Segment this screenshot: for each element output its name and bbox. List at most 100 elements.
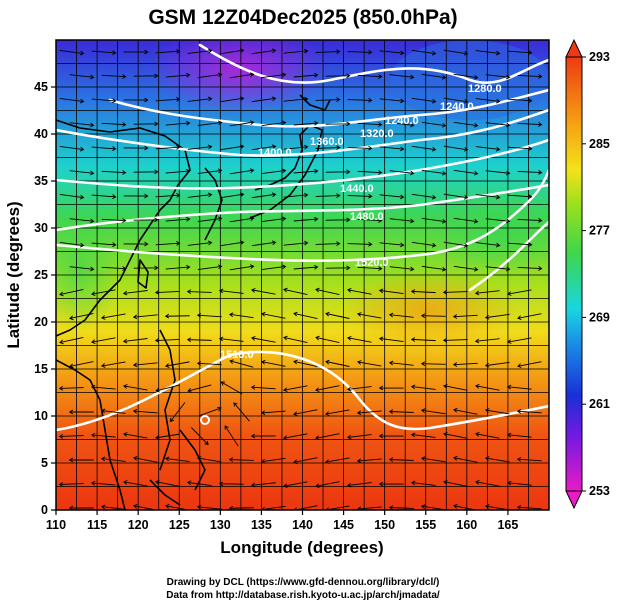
wind-arrow bbox=[154, 433, 180, 440]
wind-arrow bbox=[347, 287, 372, 295]
wind-arrow bbox=[484, 456, 510, 463]
contour-label: 1240.0 bbox=[385, 115, 419, 127]
wind-arrow bbox=[517, 122, 543, 127]
x-axis-label: Longitude (degrees) bbox=[220, 538, 383, 557]
wind-arrow bbox=[186, 289, 212, 295]
wind-arrow bbox=[229, 359, 254, 368]
wind-arrow bbox=[251, 144, 277, 151]
wind-arrow bbox=[411, 193, 437, 200]
wind-arrow bbox=[59, 242, 85, 248]
x-tick-label: 145 bbox=[333, 518, 354, 532]
wind-arrow bbox=[410, 432, 436, 438]
wind-arrow bbox=[91, 98, 117, 104]
wind-arrow bbox=[453, 73, 479, 80]
wind-arrow bbox=[453, 121, 479, 128]
wind-arrow bbox=[91, 194, 117, 200]
wind-arrow bbox=[165, 216, 191, 222]
wind-arrow bbox=[132, 314, 158, 320]
wind-arrow bbox=[379, 98, 405, 104]
wind-arrow bbox=[218, 336, 244, 342]
wind-arrow bbox=[378, 336, 404, 342]
wind-arrow bbox=[517, 218, 543, 223]
wind-arrow bbox=[506, 384, 532, 390]
wind-arrow bbox=[507, 98, 533, 104]
wind-arrow bbox=[251, 48, 277, 55]
wind-arrow bbox=[283, 385, 308, 392]
wind-arrow bbox=[475, 194, 501, 200]
wind-arrow bbox=[196, 504, 222, 510]
wind-arrow bbox=[410, 480, 436, 486]
wind-arrow bbox=[197, 216, 223, 223]
wind-arrow bbox=[517, 266, 543, 271]
wind-arrow bbox=[453, 169, 479, 176]
warm-region-central bbox=[340, 270, 520, 350]
wind-arrow bbox=[101, 74, 127, 79]
wind-arrow bbox=[474, 338, 500, 344]
wind-arrow bbox=[59, 194, 85, 200]
wind-arrow bbox=[443, 241, 469, 248]
wind-arrow bbox=[347, 193, 373, 199]
wind-arrow bbox=[475, 242, 501, 248]
wind-arrow bbox=[443, 145, 469, 152]
wind-arrow bbox=[101, 122, 127, 127]
wind-arrow bbox=[443, 479, 468, 487]
wind-arrow bbox=[251, 96, 277, 103]
wind-arrow bbox=[283, 433, 308, 440]
x-tick-label: 120 bbox=[128, 518, 149, 532]
wind-arrow bbox=[190, 427, 209, 446]
wind-arrow bbox=[315, 385, 340, 393]
wind-arrow bbox=[356, 458, 382, 464]
colorbar: 293 285 277 269 261 253 bbox=[565, 38, 610, 510]
wind-arrow bbox=[410, 289, 436, 294]
x-tick-label: 110 bbox=[46, 518, 66, 532]
wind-arrow bbox=[58, 433, 84, 439]
cold-core-north bbox=[150, 40, 330, 115]
wind-arrow bbox=[378, 433, 404, 439]
wind-arrow bbox=[507, 194, 533, 200]
wind-arrow bbox=[507, 289, 532, 296]
wind-arrow bbox=[155, 384, 180, 393]
wind-arrow bbox=[91, 146, 117, 152]
wind-arrow bbox=[475, 384, 500, 391]
wind-arrow bbox=[421, 217, 447, 224]
wind-arrow bbox=[283, 144, 309, 150]
wind-arrow bbox=[379, 50, 405, 56]
wind-arrow bbox=[453, 407, 478, 415]
wind-arrow bbox=[133, 73, 159, 79]
y-tick-label: 35 bbox=[34, 174, 48, 188]
wind-arrow bbox=[260, 410, 286, 416]
wind-arrow bbox=[346, 482, 372, 488]
wind-arrow bbox=[133, 169, 159, 175]
wind-arrow bbox=[453, 455, 478, 463]
wind-arrow bbox=[420, 408, 446, 415]
colorbar-ramp bbox=[565, 56, 583, 492]
wind-arrow bbox=[198, 406, 222, 417]
wind-arrow bbox=[219, 240, 245, 247]
wind-arrow bbox=[251, 240, 277, 247]
map-plot-area: 1280.0 1240.0 1240.0 1320.0 1360.0 1400.… bbox=[56, 40, 549, 510]
colorbar-tick-label: 253 bbox=[589, 484, 610, 498]
wind-arrow bbox=[357, 170, 383, 175]
credit-drawing: Drawing by DCL (https://www.gfd-dennou.o… bbox=[167, 577, 440, 588]
wind-arrow bbox=[507, 242, 533, 248]
wind-arrow bbox=[485, 218, 511, 224]
wind-arrow bbox=[68, 409, 94, 415]
wind-arrow bbox=[58, 385, 84, 391]
wind-arrow bbox=[388, 505, 414, 510]
wind-arrow bbox=[59, 337, 84, 345]
wind-arrow bbox=[187, 384, 212, 393]
colorbar-tick-label: 269 bbox=[589, 310, 610, 324]
wind-arrow bbox=[100, 504, 126, 510]
wind-arrow bbox=[347, 97, 373, 103]
wind-arrow bbox=[293, 216, 319, 222]
wind-arrow bbox=[91, 242, 117, 248]
wind-arrow bbox=[261, 168, 287, 175]
wind-arrow bbox=[155, 193, 181, 198]
wind-arrow bbox=[154, 290, 180, 295]
wind-arrow bbox=[196, 313, 222, 318]
wind-arrow bbox=[229, 168, 255, 175]
wind-arrow bbox=[356, 410, 382, 416]
wind-arrow bbox=[219, 192, 245, 199]
wind-arrow bbox=[283, 192, 309, 198]
wind-arrow bbox=[228, 457, 254, 463]
